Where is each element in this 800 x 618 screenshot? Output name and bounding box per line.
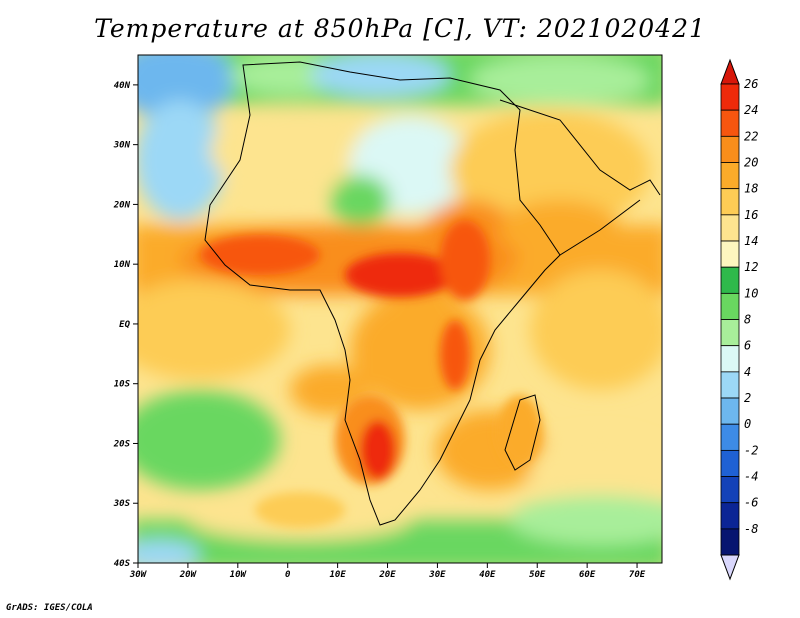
- colorbar-swatch: [720, 449, 740, 477]
- colorbar-swatch: [720, 83, 740, 111]
- lon-tick-label: 40E: [479, 570, 496, 580]
- colorbar-top-cap: [720, 58, 740, 85]
- colorbar-level-label: 8: [744, 313, 751, 327]
- colorbar-swatch: [720, 319, 740, 347]
- lat-tick-label: EQ: [119, 320, 130, 330]
- colorbar-swatch: [720, 502, 740, 530]
- colorbar-swatch: [720, 423, 740, 451]
- plot-frame: [137, 54, 663, 564]
- colorbar-level-label: -8: [744, 522, 758, 536]
- coastline: [204, 61, 661, 526]
- lon-tick-label: 70E: [629, 570, 646, 580]
- lon-tick-label: 0: [285, 570, 291, 580]
- lon-tick-label: 30E: [428, 570, 446, 580]
- lat-tick-label: 10N: [114, 260, 131, 270]
- colorbar-swatch: [720, 188, 740, 216]
- lon-tick-label: 10E: [329, 570, 346, 580]
- colorbar-level-label: -2: [744, 443, 758, 457]
- lon-tick-label: 60E: [579, 570, 596, 580]
- lat-tick-label: 30N: [113, 141, 131, 151]
- colorbar-swatch: [720, 292, 740, 320]
- colorbar-level-label: 22: [744, 129, 758, 143]
- colorbar-level-label: -6: [744, 496, 758, 510]
- colorbar-swatch: [720, 214, 740, 242]
- lat-tick-label: 20N: [113, 200, 131, 210]
- colorbar-swatch: [720, 266, 740, 294]
- colorbar-level-label: 4: [744, 365, 751, 379]
- lon-tick-label: 20E: [378, 570, 396, 580]
- colorbar-level-label: 26: [744, 77, 758, 91]
- longitude-axis: 30W 20W 10W 0 10E 20E 30E 40E 50E 60E 70E: [129, 563, 646, 580]
- colorbar-swatch: [720, 371, 740, 399]
- colorbar-level-label: 2: [744, 391, 751, 405]
- colorbar-level-label: 20: [744, 156, 758, 170]
- colorbar-swatch: [720, 397, 740, 425]
- lon-tick-label: 10W: [230, 570, 248, 580]
- colorbar-swatch: [720, 135, 740, 163]
- colorbar-level-label: 0: [744, 417, 751, 431]
- colorbar-bottom-cap: [720, 554, 740, 581]
- colorbar-level-label: 14: [744, 234, 758, 248]
- lat-tick-label: 20S: [113, 439, 131, 449]
- credit-text: GrADS: IGES/COLA: [6, 603, 93, 613]
- map-title: Temperature at 850hPa [C], VT: 202102042…: [94, 14, 706, 43]
- lon-tick-label: 20W: [179, 570, 198, 580]
- colorbar-swatch: [720, 528, 740, 556]
- lat-tick-label: 40N: [114, 81, 131, 91]
- colorbar-level-label: 12: [744, 260, 758, 274]
- lat-tick-label: 40S: [114, 559, 131, 569]
- temperature-field: [138, 55, 662, 563]
- lat-tick-label: 30S: [113, 499, 131, 509]
- colorbar-level-label: 10: [744, 286, 758, 300]
- colorbar-level-label: -4: [744, 470, 758, 484]
- colorbar-level-label: 24: [744, 103, 758, 117]
- lon-tick-label: 50E: [529, 570, 546, 580]
- colorbar-swatch: [720, 109, 740, 137]
- colorbar-level-label: 6: [744, 339, 751, 353]
- lat-tick-label: 10S: [114, 380, 131, 390]
- colorbar-swatch: [720, 476, 740, 504]
- colorbar-level-label: 18: [744, 182, 758, 196]
- latitude-axis: 40N 30N 20N 10N EQ 10S 20S 30S 40S: [113, 81, 138, 569]
- colorbar-swatch: [720, 162, 740, 190]
- lon-tick-label: 30W: [129, 570, 148, 580]
- colorbar-swatch: [720, 345, 740, 373]
- colorbar-swatch: [720, 240, 740, 268]
- colorbar-level-label: 16: [744, 208, 758, 222]
